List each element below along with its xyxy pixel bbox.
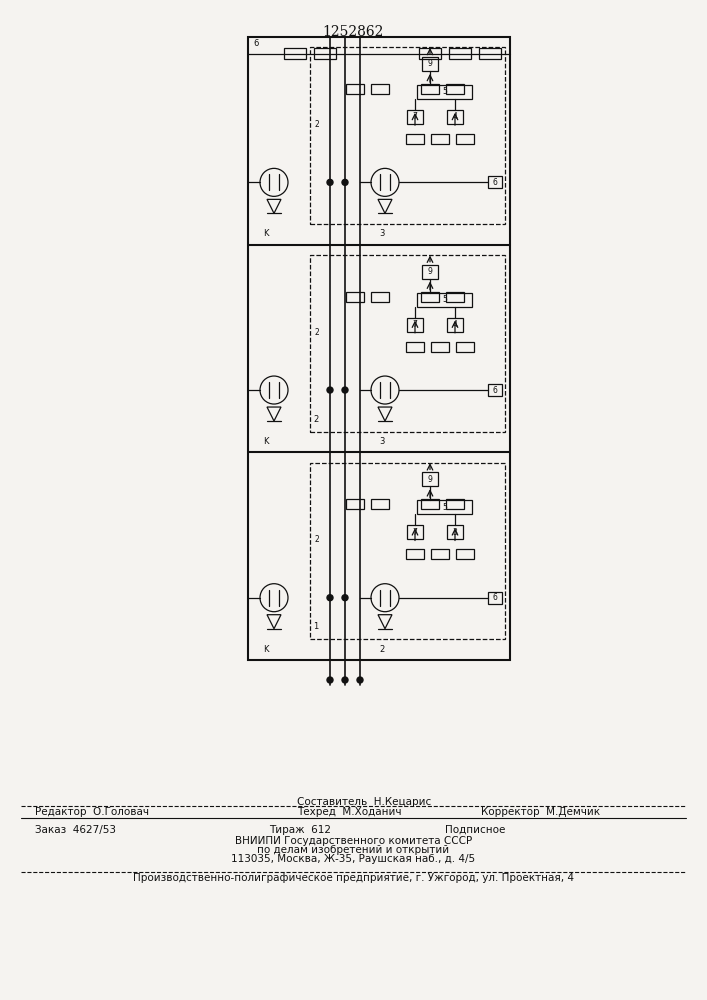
Bar bbox=[310, 255, 505, 432]
Bar bbox=[346, 84, 364, 94]
Text: K: K bbox=[263, 645, 269, 654]
Text: 4: 4 bbox=[452, 112, 457, 121]
Bar bbox=[456, 134, 474, 144]
Text: Составитель  Н.Кецарис: Составитель Н.Кецарис bbox=[297, 797, 431, 807]
Bar bbox=[418, 293, 472, 307]
Text: 6: 6 bbox=[493, 593, 498, 602]
Text: 2: 2 bbox=[315, 328, 320, 337]
Text: 9: 9 bbox=[428, 59, 433, 68]
Bar bbox=[284, 48, 306, 59]
Bar bbox=[422, 265, 438, 279]
Bar bbox=[431, 134, 449, 144]
Bar bbox=[447, 318, 463, 332]
Text: 5: 5 bbox=[443, 295, 448, 304]
Bar bbox=[407, 110, 423, 124]
Bar bbox=[447, 110, 463, 124]
Bar bbox=[446, 292, 464, 302]
Bar bbox=[447, 525, 463, 539]
Bar bbox=[488, 592, 502, 604]
Bar bbox=[371, 84, 389, 94]
Text: K: K bbox=[263, 437, 269, 446]
Text: Корректор  М.Демчик: Корректор М.Демчик bbox=[481, 807, 600, 817]
Bar bbox=[406, 342, 424, 352]
Bar bbox=[422, 57, 438, 71]
Text: 113035, Москва, Ж-35, Раушская наб., д. 4/5: 113035, Москва, Ж-35, Раушская наб., д. … bbox=[231, 854, 476, 864]
Bar bbox=[456, 549, 474, 559]
Bar bbox=[446, 84, 464, 94]
Bar bbox=[488, 384, 502, 396]
Text: 2: 2 bbox=[315, 535, 320, 544]
Bar bbox=[418, 500, 472, 514]
Text: Тираж  612: Тираж 612 bbox=[269, 825, 331, 835]
Circle shape bbox=[327, 179, 333, 185]
Text: 7: 7 bbox=[413, 528, 417, 537]
Text: 3: 3 bbox=[380, 229, 385, 238]
Bar bbox=[248, 37, 510, 660]
Text: 1: 1 bbox=[313, 622, 318, 631]
Text: 6: 6 bbox=[253, 39, 258, 48]
Circle shape bbox=[342, 179, 348, 185]
Bar bbox=[449, 48, 471, 59]
Text: Заказ  4627/53: Заказ 4627/53 bbox=[35, 825, 117, 835]
Bar bbox=[407, 525, 423, 539]
Text: по делам изобретений и открытий: по делам изобретений и открытий bbox=[257, 845, 450, 855]
Bar bbox=[419, 48, 441, 59]
Bar bbox=[371, 292, 389, 302]
Bar bbox=[422, 472, 438, 486]
Bar bbox=[346, 499, 364, 509]
Bar bbox=[407, 318, 423, 332]
Text: 1252862: 1252862 bbox=[322, 25, 384, 39]
Circle shape bbox=[342, 595, 348, 601]
Text: 9: 9 bbox=[428, 267, 433, 276]
Text: 3: 3 bbox=[452, 528, 457, 537]
Circle shape bbox=[327, 387, 333, 393]
Bar bbox=[406, 549, 424, 559]
Text: 6: 6 bbox=[493, 386, 498, 395]
Bar bbox=[406, 134, 424, 144]
Bar bbox=[479, 48, 501, 59]
Text: 6: 6 bbox=[493, 178, 498, 187]
Bar bbox=[418, 85, 472, 99]
Bar bbox=[456, 342, 474, 352]
Bar bbox=[310, 463, 505, 639]
Text: 7: 7 bbox=[413, 112, 417, 121]
Circle shape bbox=[327, 677, 333, 683]
Bar bbox=[346, 292, 364, 302]
Bar bbox=[371, 499, 389, 509]
Bar bbox=[431, 549, 449, 559]
Bar bbox=[421, 499, 439, 509]
Text: Техред  М.Ходанич: Техред М.Ходанич bbox=[297, 807, 402, 817]
Text: Редактор  О.Головач: Редактор О.Головач bbox=[35, 807, 149, 817]
Text: Подписное: Подписное bbox=[445, 825, 506, 835]
Text: 7: 7 bbox=[413, 320, 417, 329]
Circle shape bbox=[342, 387, 348, 393]
Text: 2: 2 bbox=[380, 645, 385, 654]
Text: ВНИИПИ Государственного комитета СССР: ВНИИПИ Государственного комитета СССР bbox=[235, 836, 472, 846]
Bar bbox=[431, 342, 449, 352]
Bar bbox=[310, 47, 505, 224]
Bar bbox=[421, 84, 439, 94]
Bar bbox=[488, 176, 502, 188]
Text: 2: 2 bbox=[315, 120, 320, 129]
Bar bbox=[314, 48, 336, 59]
Text: Производственно-полиграфическое предприятие, г. Ужгород, ул. Проектная, 4: Производственно-полиграфическое предприя… bbox=[133, 873, 574, 883]
Text: 2: 2 bbox=[313, 415, 318, 424]
Text: K: K bbox=[263, 229, 269, 238]
Text: 3: 3 bbox=[380, 437, 385, 446]
Bar bbox=[421, 292, 439, 302]
Text: 4: 4 bbox=[452, 320, 457, 329]
Circle shape bbox=[327, 595, 333, 601]
Text: 5: 5 bbox=[443, 503, 448, 512]
Circle shape bbox=[342, 677, 348, 683]
Circle shape bbox=[357, 677, 363, 683]
Text: 5: 5 bbox=[443, 87, 448, 96]
Text: 9: 9 bbox=[428, 475, 433, 484]
Bar bbox=[446, 499, 464, 509]
